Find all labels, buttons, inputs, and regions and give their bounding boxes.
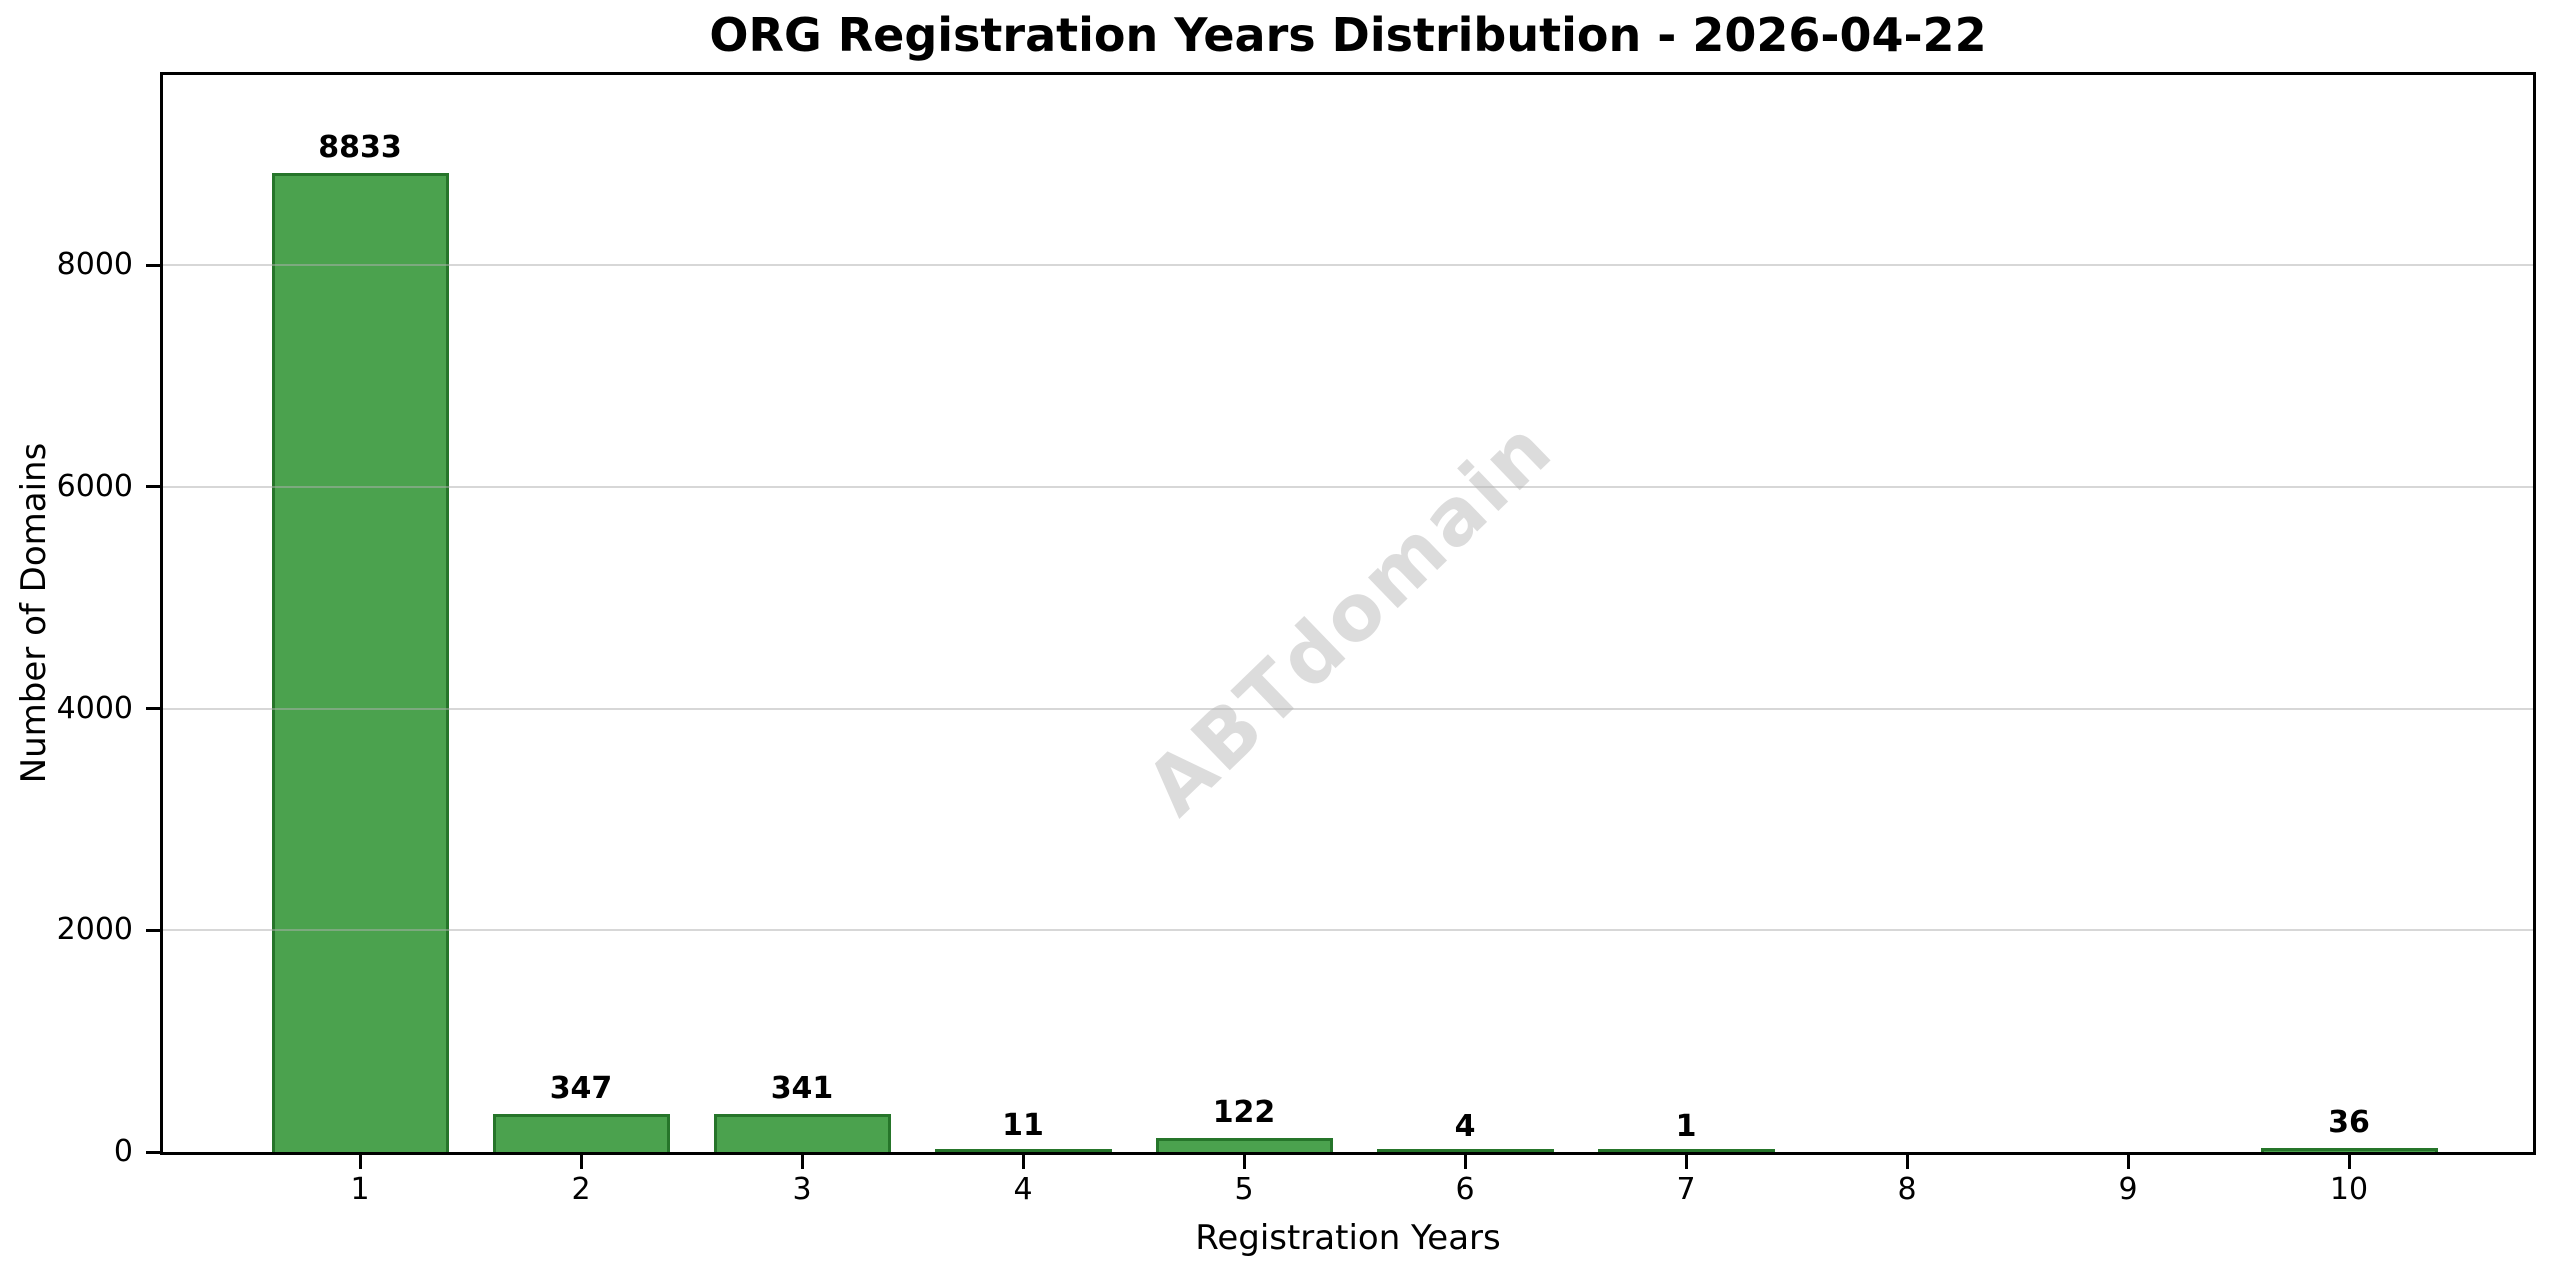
- bar-value-label: 36: [2328, 1105, 2370, 1140]
- bar-value-label: 122: [1212, 1095, 1276, 1131]
- x-tick-mark: [358, 1155, 362, 1169]
- y-tick-mark: [146, 263, 160, 267]
- y-tick-label: 4000: [56, 690, 133, 726]
- x-tick-mark: [800, 1155, 804, 1169]
- bar-value-label: 4: [1454, 1108, 1476, 1144]
- x-tick-mark: [579, 1155, 583, 1169]
- y-tick-label: 6000: [56, 468, 133, 504]
- y-tick-mark: [146, 485, 160, 489]
- plot-area: 0 2000 4000 6000 8000 1 8833 2 347 3 341 4 11 5 122 6 4 7…: [57, 72, 2536, 1207]
- x-tick-label: 9: [2118, 1172, 2138, 1207]
- y-tick-mark: [146, 1150, 160, 1154]
- x-tick-mark: [1021, 1155, 1025, 1169]
- x-tick-mark: [1242, 1155, 1246, 1169]
- x-tick-label: 3: [792, 1172, 812, 1207]
- bar-year-2: [492, 1113, 670, 1152]
- y-tick-label: 0: [113, 1134, 133, 1169]
- bar-value-label: 347: [549, 1070, 613, 1106]
- y-gridline: [163, 707, 2533, 710]
- x-tick-mark: [1684, 1155, 1688, 1169]
- x-tick-label: 8: [1897, 1172, 1917, 1207]
- x-tick-mark: [2347, 1155, 2351, 1169]
- x-axis-label: Registration Years: [1195, 1218, 1501, 1258]
- bar-year-4: [934, 1149, 1112, 1152]
- x-tick-label: 6: [1455, 1172, 1475, 1207]
- bar-value-label: 8833: [318, 129, 402, 165]
- y-tick-label: 2000: [56, 912, 133, 948]
- bar-year-5: [1155, 1138, 1333, 1152]
- x-tick-label: 10: [2329, 1172, 2369, 1207]
- x-tick-label: 4: [1013, 1172, 1033, 1207]
- bar-year-3: [713, 1114, 891, 1152]
- x-tick-label: 2: [571, 1172, 591, 1207]
- bar-value-label: 341: [770, 1071, 834, 1107]
- x-tick-label: 5: [1234, 1172, 1254, 1207]
- y-gridline: [163, 485, 2533, 488]
- y-tick-label: 8000: [56, 247, 133, 283]
- bar-year-7: [1597, 1149, 1775, 1152]
- x-tick-mark: [2126, 1155, 2130, 1169]
- bar-year-10: [2260, 1148, 2438, 1152]
- x-tick-label: 7: [1676, 1172, 1696, 1207]
- x-tick-mark: [1463, 1155, 1467, 1169]
- chart-title: ORG Registration Years Distribution - 20…: [709, 8, 1987, 62]
- y-tick-mark: [146, 928, 160, 932]
- bar-value-label: 11: [1002, 1107, 1044, 1143]
- y-gridline: [163, 929, 2533, 932]
- y-gridline: [163, 264, 2533, 267]
- bar-year-6: [1376, 1149, 1554, 1152]
- x-tick-mark: [1905, 1155, 1909, 1169]
- y-tick-mark: [146, 707, 160, 711]
- x-tick-label: 1: [350, 1172, 370, 1207]
- bar-value-label: 1: [1675, 1108, 1697, 1144]
- bar-year-1: [271, 172, 449, 1152]
